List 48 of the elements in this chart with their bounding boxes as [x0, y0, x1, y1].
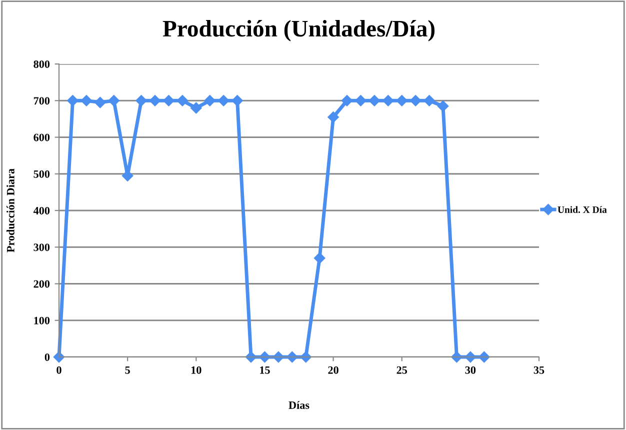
x-tick-label: 15 — [260, 366, 270, 374]
point — [410, 95, 422, 106]
y-axis-title: Producción Diara — [6, 168, 14, 252]
y-tick-label: 0 — [44, 353, 50, 361]
y-tick-label: 500 — [34, 170, 50, 178]
x-tick-label: 10 — [191, 366, 202, 374]
point — [382, 95, 394, 106]
x-axis-title: Días — [288, 401, 310, 409]
y-tick-label: 800 — [34, 60, 50, 68]
point — [314, 252, 326, 264]
point — [232, 95, 243, 106]
point — [478, 351, 490, 363]
y-tick-label: 700 — [34, 97, 50, 105]
x-tick-label: 20 — [328, 366, 338, 374]
point — [149, 95, 161, 106]
point — [437, 100, 449, 112]
point — [204, 95, 216, 106]
y-tick-label: 300 — [34, 244, 50, 252]
point — [108, 95, 120, 106]
y-tick-label: 400 — [33, 206, 50, 214]
x-tick-label: 35 — [534, 366, 544, 374]
point — [163, 95, 174, 106]
y-tick-label: 100 — [34, 316, 50, 324]
legend-label: Unid. X Día — [558, 206, 607, 214]
point — [396, 95, 408, 106]
point — [300, 351, 312, 363]
point — [190, 102, 202, 114]
point — [80, 95, 92, 106]
point — [286, 351, 298, 363]
point — [451, 351, 462, 363]
x-tick-label: 25 — [396, 366, 408, 374]
x-tick-label: 0 — [56, 366, 62, 374]
x-tick-label: 5 — [125, 366, 130, 374]
point — [341, 95, 353, 106]
point — [94, 96, 106, 108]
point — [136, 95, 147, 106]
point — [67, 95, 78, 106]
point — [328, 112, 339, 123]
y-tick-label: 200 — [34, 280, 50, 288]
chart-title: Producción (Unidades/Día) — [162, 20, 435, 42]
point — [368, 95, 380, 106]
point — [259, 351, 270, 363]
point — [424, 95, 435, 106]
y-tick-label: 600 — [34, 134, 50, 142]
point — [355, 95, 366, 106]
point — [218, 95, 230, 106]
x-tick-label: 30 — [465, 366, 476, 374]
point — [176, 95, 188, 106]
